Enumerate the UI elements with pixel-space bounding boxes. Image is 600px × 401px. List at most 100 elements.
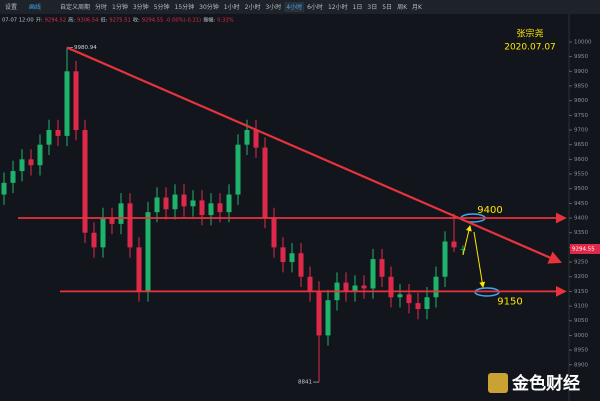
candle-body xyxy=(460,248,466,250)
candle-body xyxy=(316,291,322,336)
toolbar-button[interactable]: 设置 xyxy=(5,3,17,11)
period-tab[interactable]: 1日 xyxy=(353,4,363,11)
candle-body xyxy=(109,218,115,224)
logo xyxy=(488,373,508,393)
period-tab[interactable]: 3分钟 xyxy=(133,3,149,11)
y-tick-label: 9050 xyxy=(574,318,588,324)
candle-body xyxy=(262,147,268,219)
period-label: 分时 xyxy=(95,3,107,11)
candle-body xyxy=(91,232,97,248)
author: 张宗尧 xyxy=(516,28,543,40)
info-text: 07-07 12:00 xyxy=(2,18,34,24)
candle-body xyxy=(406,294,412,304)
period-tab[interactable]: 15分钟 xyxy=(175,3,195,11)
y-tick-label: 9950 xyxy=(574,54,588,60)
info-text: 振幅: xyxy=(203,16,215,24)
candle-body xyxy=(28,159,34,166)
period-tab[interactable]: 6小时 xyxy=(307,3,323,11)
candle-body xyxy=(37,144,43,166)
info-text: 收: xyxy=(133,16,140,24)
period-tab[interactable]: 12小时 xyxy=(328,3,348,11)
price-tag-label: 9294.55 xyxy=(572,246,595,252)
candle-body xyxy=(190,200,196,207)
y-tick-label: 9750 xyxy=(574,113,588,119)
arrow xyxy=(473,231,486,288)
candle-body xyxy=(397,294,403,298)
arrow xyxy=(462,225,472,256)
period-label: 5分钟 xyxy=(154,3,170,11)
trend-line xyxy=(66,46,563,264)
period-label: 1小时 xyxy=(224,3,240,11)
candle-body xyxy=(325,300,331,336)
y-tick-label: 9900 xyxy=(574,69,588,75)
candle-body xyxy=(388,276,394,298)
candle-body xyxy=(361,285,367,289)
info-text: 9275.51 xyxy=(109,18,130,24)
candle-body xyxy=(64,71,70,136)
candle-body xyxy=(55,129,61,136)
period-label: 6小时 xyxy=(307,3,323,11)
candle-body xyxy=(442,241,448,277)
period-label: 30分钟 xyxy=(199,3,219,11)
period-label: 3小时 xyxy=(265,3,281,11)
candle-body xyxy=(145,212,151,292)
period-tab[interactable]: 5分钟 xyxy=(154,3,170,11)
toolbar-button[interactable]: 画线 xyxy=(29,3,41,11)
candle-body xyxy=(298,253,304,277)
info-text: 9294.52 xyxy=(45,18,66,24)
candle-body xyxy=(253,129,259,148)
period-tab[interactable]: 1小时 xyxy=(224,3,240,11)
candle-body xyxy=(163,197,169,210)
y-tick-label: 9450 xyxy=(574,201,588,207)
period-label: 1日 xyxy=(353,4,363,11)
y-tick-label: 9550 xyxy=(574,172,588,178)
candle-body xyxy=(136,247,142,292)
period-tab[interactable]: 30分钟 xyxy=(199,3,219,11)
candle-body xyxy=(19,159,25,172)
level-label: 9400 xyxy=(477,205,502,216)
y-tick-label: 9600 xyxy=(574,157,588,163)
y-tick-label: 9850 xyxy=(574,83,588,89)
info-text: 9306.54 xyxy=(77,18,99,24)
info-text: 高: xyxy=(68,16,75,24)
info-text: 0.33% xyxy=(217,18,234,24)
period-tab[interactable]: 5日 xyxy=(382,4,392,11)
candle-body xyxy=(172,194,178,210)
period-label: 4小时 xyxy=(286,3,302,11)
candle-body xyxy=(280,247,286,263)
period-label: 自定义周期 xyxy=(60,3,90,11)
candle-body xyxy=(433,276,439,298)
y-tick-label: 9250 xyxy=(574,260,588,266)
candle-body xyxy=(370,259,376,289)
candle-body xyxy=(154,197,160,213)
y-tick-label: 9100 xyxy=(574,304,588,310)
candle-body xyxy=(379,259,385,277)
period-tab[interactable]: 月K xyxy=(412,4,423,11)
period-tab[interactable]: 自定义周期 xyxy=(60,3,90,11)
candle-body xyxy=(10,171,16,183)
period-label: 12小时 xyxy=(328,3,348,11)
y-tick-label: 9500 xyxy=(574,186,588,192)
price-tag xyxy=(570,243,600,254)
watermark: 金色财经 xyxy=(511,373,580,394)
info-text: 低: xyxy=(100,16,107,24)
info-text: -0.00%(-0.21) xyxy=(165,18,201,24)
period-label: 3分钟 xyxy=(133,3,149,11)
candle-body xyxy=(289,253,295,263)
date: 2020.07.07 xyxy=(504,43,556,53)
period-tab[interactable]: 3日 xyxy=(367,4,377,11)
candle-body xyxy=(181,194,187,207)
period-label: 15分钟 xyxy=(175,3,195,11)
period-tab[interactable]: 2小时 xyxy=(245,3,261,11)
period-tab[interactable]: 3小时 xyxy=(265,3,281,11)
period-label: 1分钟 xyxy=(112,3,128,11)
candle-body xyxy=(415,303,421,309)
candle-body xyxy=(127,203,133,248)
candle-body xyxy=(424,297,430,309)
period-tab[interactable]: 分时 xyxy=(95,3,107,11)
candle-body xyxy=(352,285,358,292)
period-tab[interactable]: 4小时 xyxy=(284,2,305,12)
period-tab[interactable]: 1分钟 xyxy=(112,3,128,11)
period-tab[interactable]: 周K xyxy=(397,4,408,11)
